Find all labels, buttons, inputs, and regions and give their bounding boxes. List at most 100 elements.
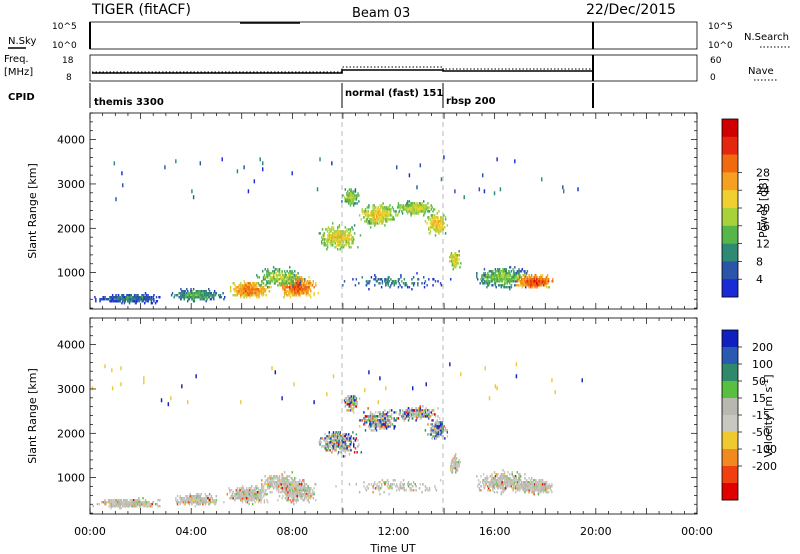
power-cell xyxy=(190,288,192,291)
power-cell xyxy=(246,290,249,293)
cpid-mode-1: normal (fast) 151 xyxy=(345,88,443,99)
power-cell xyxy=(302,288,304,291)
power-cell xyxy=(487,276,490,279)
power-cell xyxy=(134,302,137,305)
power-cell xyxy=(538,278,540,281)
velocity-cell xyxy=(133,503,136,506)
power-cell xyxy=(442,218,444,221)
power-cell xyxy=(385,282,387,285)
velocity-cell xyxy=(159,499,161,502)
power-cell xyxy=(241,288,244,291)
power-cell xyxy=(354,202,357,205)
power-cell xyxy=(379,204,381,207)
velocity-cell xyxy=(135,503,137,506)
power-cell xyxy=(278,274,281,277)
power-cell xyxy=(116,300,118,303)
velocity-cell xyxy=(203,497,205,500)
power-cell xyxy=(199,161,202,166)
power-ytick-label: 4000 xyxy=(57,134,85,147)
power-cell xyxy=(509,282,511,285)
power-cell xyxy=(410,206,412,209)
velocity-cell xyxy=(134,499,137,502)
power-cell xyxy=(293,290,295,293)
power-cell xyxy=(456,256,459,259)
power-cell xyxy=(395,280,397,283)
power-cell xyxy=(346,228,348,231)
power-cell xyxy=(262,167,264,172)
velocity-cell xyxy=(107,499,110,502)
power-cell xyxy=(299,282,301,285)
power-cell xyxy=(525,284,527,287)
power-cell xyxy=(424,206,427,209)
power-cell xyxy=(131,296,133,299)
power-cell xyxy=(355,196,358,199)
power-cell xyxy=(508,280,510,283)
power-cell xyxy=(388,280,390,283)
power-cell xyxy=(286,290,288,293)
power-cell xyxy=(480,278,482,281)
power-cell xyxy=(523,274,525,277)
power-cell xyxy=(384,224,386,227)
power-cell xyxy=(180,296,182,299)
power-cell xyxy=(237,292,239,295)
power-cell xyxy=(292,292,294,295)
power-cell xyxy=(374,222,376,225)
power-cell xyxy=(349,194,352,197)
power-cell xyxy=(337,234,339,237)
power-cell xyxy=(514,278,517,281)
power-cell xyxy=(299,288,301,291)
power-cell xyxy=(268,290,271,293)
power-cell xyxy=(497,278,499,281)
power-cell xyxy=(209,298,212,301)
power-cell xyxy=(563,189,565,194)
power-cell xyxy=(184,290,186,293)
power-cell xyxy=(288,292,290,295)
power-cell xyxy=(133,300,136,303)
power-cell xyxy=(317,292,320,295)
power-cell xyxy=(364,210,367,213)
power-cell xyxy=(385,220,387,223)
power-cell xyxy=(281,280,283,283)
power-colorbar-swatch xyxy=(722,279,738,298)
power-cell xyxy=(407,206,409,209)
power-cell xyxy=(136,296,138,299)
power-cell xyxy=(318,232,320,235)
power-cell xyxy=(311,284,314,287)
power-cell xyxy=(535,280,537,283)
power-cell xyxy=(286,270,288,273)
power-cell xyxy=(123,300,126,303)
power-cell xyxy=(323,232,325,235)
power-cell xyxy=(376,222,379,225)
velocity-cell xyxy=(202,501,204,504)
power-cell xyxy=(378,282,380,285)
velocity-cell xyxy=(246,493,249,496)
power-cell xyxy=(304,288,306,291)
power-cell xyxy=(322,234,325,237)
power-cell xyxy=(173,296,175,299)
power-cell xyxy=(487,282,489,285)
power-cell xyxy=(293,286,295,289)
power-cell xyxy=(352,278,354,281)
power-cell xyxy=(295,274,298,277)
power-cell xyxy=(395,282,397,285)
power-cell xyxy=(286,284,288,287)
power-cell xyxy=(521,286,524,289)
power-cell xyxy=(303,284,305,287)
power-cell xyxy=(113,298,116,301)
power-cell xyxy=(340,234,342,237)
power-cell xyxy=(337,232,339,235)
power-cell xyxy=(439,222,442,225)
velocity-cell xyxy=(203,499,206,502)
power-cell xyxy=(349,198,352,201)
power-cell xyxy=(243,296,245,299)
velocity-cell xyxy=(119,501,121,504)
power-cell xyxy=(257,292,260,295)
power-cell xyxy=(524,282,526,285)
power-cell xyxy=(308,276,310,279)
power-cell xyxy=(297,272,299,275)
power-cell xyxy=(501,284,503,287)
power-colorbar-swatch xyxy=(722,154,738,173)
power-cell xyxy=(337,230,340,233)
velocity-cell xyxy=(197,497,200,500)
power-cell xyxy=(398,282,401,285)
